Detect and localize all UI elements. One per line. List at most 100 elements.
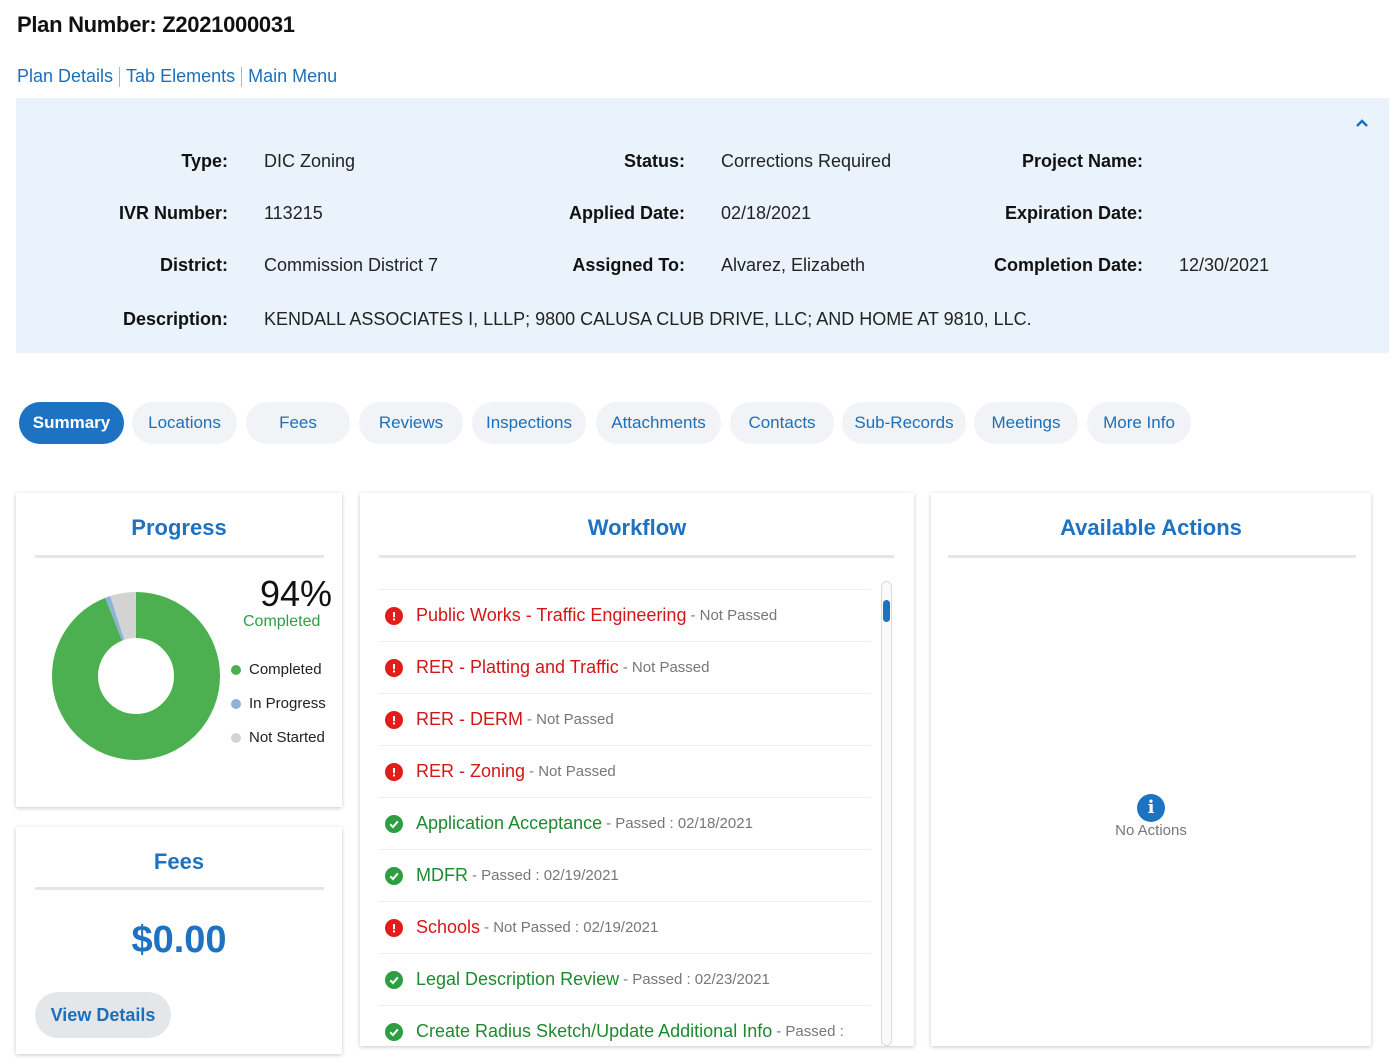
workflow-item-name[interactable]: Public Works - Traffic Engineering xyxy=(416,605,687,625)
workflow-item-name[interactable]: RER - DERM xyxy=(416,709,523,729)
workflow-list: Public Works - Traffic Engineering - Not … xyxy=(379,589,871,1045)
description-label: Description: xyxy=(122,309,228,329)
workflow-item-status: - Passed : 02/19/2021 xyxy=(472,867,619,884)
legend-item-not-started: Not Started xyxy=(231,729,325,746)
type-value: DIC Zoning xyxy=(264,151,356,171)
status-value: Corrections Required xyxy=(721,151,892,171)
tab-inspections[interactable]: Inspections xyxy=(472,402,586,444)
workflow-item-status: - Passed : 02/23/2021 xyxy=(623,971,770,988)
view-details-button[interactable]: View Details xyxy=(35,992,171,1038)
workflow-item-status: - Not Passed xyxy=(690,607,778,624)
workflow-item: Schools - Not Passed : 02/19/2021 xyxy=(379,902,871,954)
workflow-item-status: - Not Passed xyxy=(527,711,614,728)
workflow-title: Workflow xyxy=(587,515,687,540)
link-main-menu[interactable]: Main Menu xyxy=(248,66,338,86)
status-label: Status: xyxy=(623,151,685,171)
workflow-item-name[interactable]: Application Acceptance xyxy=(416,813,603,833)
donut-completed-segment xyxy=(52,592,220,760)
workflow-item-status: - Passed : xyxy=(776,1023,844,1040)
tab-meetings[interactable]: Meetings xyxy=(974,402,1078,444)
applied-date-value: 02/18/2021 xyxy=(721,203,812,223)
divider xyxy=(379,555,894,558)
legend-dot xyxy=(231,732,241,743)
workflow-item: Create Radius Sketch/Update Additional I… xyxy=(379,1006,871,1045)
ivr-number-value: 113215 xyxy=(264,203,323,223)
progress-title: Progress xyxy=(131,515,227,540)
workflow-scrollbar[interactable] xyxy=(881,581,892,1046)
check-circle-icon xyxy=(385,1022,403,1041)
workflow-item-name[interactable]: Legal Description Review xyxy=(416,969,620,989)
district-value: Commission District 7 xyxy=(264,255,439,275)
scrollbar-thumb[interactable] xyxy=(883,600,890,622)
progress-percent-label: Completed xyxy=(243,613,321,630)
workflow-item-name[interactable]: MDFR xyxy=(416,865,468,885)
link-tab-elements[interactable]: Tab Elements xyxy=(126,66,236,86)
divider xyxy=(35,887,324,890)
workflow-item-status: - Not Passed xyxy=(622,659,710,676)
divider xyxy=(241,66,243,87)
tab-sub-records[interactable]: Sub-Records xyxy=(842,402,966,444)
info-icon: i xyxy=(1137,794,1165,822)
page-title: Plan Number: Z2021000031 xyxy=(17,12,295,37)
fees-card: Fees $0.00 View Details xyxy=(16,827,342,1054)
workflow-item: Legal Description Review - Passed : 02/23… xyxy=(379,954,871,1006)
donut-not-started-segment xyxy=(52,592,220,760)
workflow-item: Application Acceptance - Passed : 02/18/2… xyxy=(379,798,871,850)
tab-more-info[interactable]: More Info xyxy=(1087,402,1191,444)
top-nav: Plan Details Tab Elements Main Menu xyxy=(17,66,337,87)
description-value: KENDALL ASSOCIATES I, LLLP; 9800 CALUSA … xyxy=(264,309,1032,329)
workflow-item: RER - DERM - Not Passed xyxy=(379,694,871,746)
progress-card: Progress 94% Completed Completed In Prog… xyxy=(16,493,342,807)
alert-circle-icon xyxy=(385,918,403,937)
available-actions-card: Available Actions i No Actions xyxy=(931,493,1371,1046)
tab-locations[interactable]: Locations xyxy=(132,402,237,444)
workflow-item-status: - Not Passed : 02/19/2021 xyxy=(484,919,659,936)
check-circle-icon xyxy=(385,866,403,885)
legend-item-in-progress: In Progress xyxy=(231,695,326,712)
completion-date-label: Completion Date: xyxy=(993,255,1143,275)
workflow-item-status: - Not Passed xyxy=(529,763,616,780)
workflow-item: MDFR - Passed : 02/19/2021 xyxy=(379,850,871,902)
tab-attachments[interactable]: Attachments xyxy=(596,402,721,444)
chevron-up-icon[interactable] xyxy=(1355,116,1369,130)
divider xyxy=(948,555,1356,558)
legend-label: Completed xyxy=(249,661,322,678)
tab-contacts[interactable]: Contacts xyxy=(730,402,834,444)
completion-date-value: 12/30/2021 xyxy=(1179,255,1270,275)
plan-info-panel: Type: DIC Zoning IVR Number: 113215 Dist… xyxy=(16,98,1389,353)
no-actions-text: No Actions xyxy=(1115,822,1187,839)
check-circle-icon xyxy=(385,970,403,989)
alert-circle-icon xyxy=(385,606,403,625)
check-circle-icon xyxy=(385,814,403,833)
legend-dot xyxy=(231,698,241,709)
applied-date-label: Applied Date: xyxy=(568,203,685,223)
legend-label: In Progress xyxy=(249,695,326,712)
tab-summary[interactable]: Summary xyxy=(19,402,124,444)
legend-label: Not Started xyxy=(249,729,325,746)
fees-amount: $0.00 xyxy=(131,919,227,961)
tab-fees[interactable]: Fees xyxy=(246,402,350,444)
workflow-item-status: - Passed : 02/18/2021 xyxy=(606,815,753,832)
assigned-to-value: Alvarez, Elizabeth xyxy=(721,255,866,275)
workflow-card: Workflow Public Works - Traffic Engineer… xyxy=(360,493,914,1046)
workflow-item: RER - Zoning - Not Passed xyxy=(379,746,871,798)
project-name-label: Project Name: xyxy=(1021,151,1143,171)
divider xyxy=(119,66,121,87)
workflow-item-name[interactable]: RER - Platting and Traffic xyxy=(416,657,619,677)
alert-circle-icon xyxy=(385,762,403,781)
legend-dot xyxy=(231,664,241,675)
tab-reviews[interactable]: Reviews xyxy=(359,402,463,444)
link-plan-details[interactable]: Plan Details xyxy=(17,66,114,86)
available-actions-title: Available Actions xyxy=(1060,515,1242,540)
alert-circle-icon xyxy=(385,658,403,677)
progress-donut-chart xyxy=(52,592,220,760)
divider xyxy=(35,555,324,558)
legend-item-completed: Completed xyxy=(231,661,322,678)
workflow-item: Public Works - Traffic Engineering - Not … xyxy=(379,590,871,642)
assigned-to-label: Assigned To: xyxy=(572,255,685,275)
ivr-number-label: IVR Number: xyxy=(118,203,228,223)
workflow-item-name[interactable]: Schools xyxy=(416,917,481,937)
workflow-item-name[interactable]: RER - Zoning xyxy=(416,761,526,781)
workflow-item-name[interactable]: Create Radius Sketch/Update Additional I… xyxy=(416,1021,773,1041)
type-label: Type: xyxy=(181,151,228,171)
